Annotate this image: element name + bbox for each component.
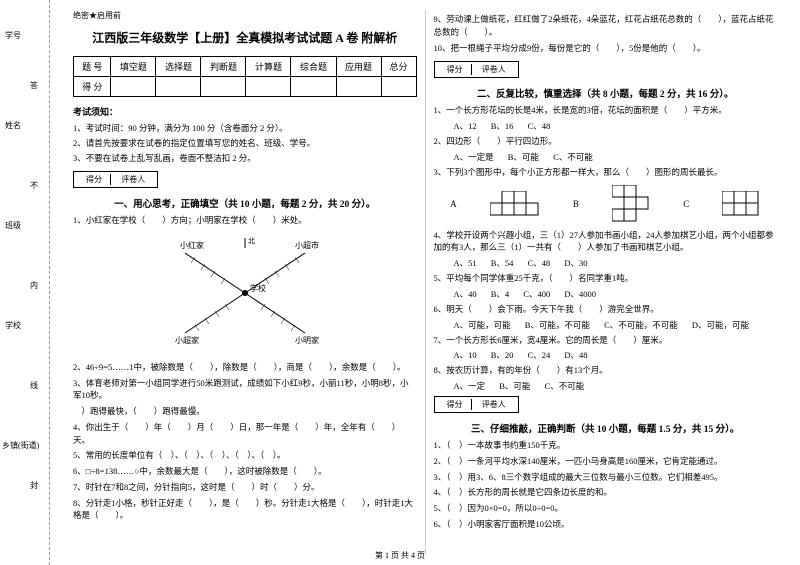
shape-options: A B C bbox=[434, 185, 778, 223]
instruction-item: 2、请首先按要求在试卷的指定位置填写您的姓名、班级、学号。 bbox=[73, 137, 417, 149]
bind-label: 姓名 bbox=[5, 120, 21, 131]
question: 2、46÷9=5……1中，被除数是（ ），除数是（ ），商是（ ），余数是（ ）… bbox=[73, 361, 417, 374]
seal-mark: 线 bbox=[30, 380, 38, 391]
question: 6、明天（ ）会下雨。今天下午我（ ）游完全世界。 bbox=[434, 303, 778, 316]
exam-title: 江西版三年级数学【上册】全真模拟考试试题 A 卷 附解析 bbox=[73, 29, 417, 46]
table-row: 得 分 bbox=[74, 77, 417, 97]
question: 3、体育老师对第一小组同学进行50米跑测试，成绩如下小红9秒，小丽11秒，小明8… bbox=[73, 377, 417, 403]
bind-label: 学号 bbox=[5, 30, 21, 41]
left-column: 绝密★启用前 江西版三年级数学【上册】全真模拟考试试题 A 卷 附解析 题 号 … bbox=[65, 10, 426, 555]
question: 7、时针在7和8之间，分针指向5，这时是（ ）时（ ）分。 bbox=[73, 481, 417, 494]
diagram-label: 小超市 bbox=[295, 240, 319, 250]
question: 7、一个长方形长6厘米，宽4厘米。它的周长是（ ）厘米。 bbox=[434, 334, 778, 347]
question: 6、□÷8=138……○中，余数最大是（ ），这时被除数是（ ）。 bbox=[73, 465, 417, 478]
grader-box: 得分 评卷人 bbox=[73, 171, 158, 188]
td bbox=[381, 77, 416, 97]
th: 应用题 bbox=[336, 57, 381, 77]
seal-mark: 内 bbox=[30, 280, 38, 291]
diagram-label: 学校 bbox=[250, 283, 266, 293]
question: 9、劳动课上做纸花，红红做了2朵纸花，4朵蓝花，红花占纸花总数的（ ），蓝花占纸… bbox=[434, 13, 778, 39]
shape-label: A bbox=[450, 199, 457, 209]
td bbox=[156, 77, 201, 97]
grader-box: 得分 评卷人 bbox=[434, 61, 519, 78]
question: 3、下列3个图形中，每个小正方形都一样大，那么（ ）图形的周长最长。 bbox=[434, 166, 778, 179]
secret-label: 绝密★启用前 bbox=[73, 10, 417, 21]
options: A、可能，可能 B、可能，不可能 C、不可能，不可能 D、可能，可能 bbox=[434, 319, 778, 331]
svg-text:北: 北 bbox=[248, 237, 255, 245]
th: 题 号 bbox=[74, 57, 111, 77]
right-column: 9、劳动课上做纸花，红红做了2朵纸花，4朵蓝花，红花占纸花总数的（ ），蓝花占纸… bbox=[426, 10, 786, 555]
page-footer: 第 1 页 共 4 页 bbox=[0, 550, 800, 561]
question: 5、平均每个同学体重25千克，（ ）名同学重1吨。 bbox=[434, 272, 778, 285]
options: A、12 B、16 C、48 bbox=[434, 120, 778, 132]
main-content: 绝密★启用前 江西版三年级数学【上册】全真模拟考试试题 A 卷 附解析 题 号 … bbox=[50, 0, 800, 565]
question: 5、（ ）因为0×0=0，所以0÷0=0。 bbox=[434, 502, 778, 515]
th: 总分 bbox=[381, 57, 416, 77]
seal-mark: 不 bbox=[30, 180, 38, 191]
question: 1、一个长方形花坛的长是4米，长是宽的3倍，花坛的面积是（ ）平方米。 bbox=[434, 104, 778, 117]
options: A、一定是 B、可能 C、不可能 bbox=[434, 151, 778, 163]
question: 8、按农历计算，有的年份（ ）有13个月。 bbox=[434, 364, 778, 377]
bind-label: 学校 bbox=[5, 320, 21, 331]
question: 3、（ ）用3、6、8三个数字组成的最大三位数与最小三位数。它们相差495。 bbox=[434, 471, 778, 484]
diagram-label: 小超家 bbox=[175, 335, 199, 345]
td: 得 分 bbox=[74, 77, 111, 97]
question: 6、（ ）小明家客厅面积是10公顷。 bbox=[434, 518, 778, 531]
question: 4、你出生于（ ）年（ ）月（ ）日，那一年是（ ）年，全年有（ ）天。 bbox=[73, 421, 417, 447]
table-row: 题 号 填空题 选择题 判断题 计算题 综合题 应用题 总分 bbox=[74, 57, 417, 77]
td bbox=[291, 77, 336, 97]
question: 5、常用的长度单位有（ ）、（ ）、（ ）、（ ）、（ ）。 bbox=[73, 449, 417, 462]
question: 2、四边形（ ）平行四边形。 bbox=[434, 135, 778, 148]
question: 4、学校开设两个兴趣小组，三（1）27人参加书画小组，24人参加棋艺小组，两个小… bbox=[434, 229, 778, 255]
section-2-title: 二、反复比较，慎重选择（共 8 小题，每题 2 分，共 16 分）。 bbox=[434, 86, 778, 100]
score-label: 得分 bbox=[78, 174, 111, 185]
instruction-item: 1、考试时间：90 分钟，满分为 100 分（含卷面分 2 分）。 bbox=[73, 122, 417, 134]
grader-label: 评卷人 bbox=[113, 174, 153, 185]
options: A、10 B、20 C、24 D、48 bbox=[434, 349, 778, 361]
th: 判断题 bbox=[201, 57, 246, 77]
score-label: 得分 bbox=[439, 64, 472, 75]
td bbox=[111, 77, 156, 97]
score-label: 得分 bbox=[439, 399, 472, 410]
instructions-head: 考试须知： bbox=[73, 105, 417, 118]
seal-mark: 答 bbox=[30, 80, 38, 91]
question: 2、（ ）一条河平均水深140厘米，一匹小马身高是160厘米，它肯定能通过。 bbox=[434, 455, 778, 468]
grader-label: 评卷人 bbox=[474, 64, 514, 75]
bind-label: 班级 bbox=[5, 220, 21, 231]
section-1-title: 一、用心思考，正确填空（共 10 小题，每题 2 分，共 20 分）。 bbox=[73, 196, 417, 210]
shape-c bbox=[722, 191, 760, 216]
th: 填空题 bbox=[111, 57, 156, 77]
td bbox=[336, 77, 381, 97]
question: 8、分针走1小格，秒针正好走（ ），是（ ）秒。分针走1大格是（ ），时针走1大… bbox=[73, 497, 417, 523]
shape-label: B bbox=[573, 199, 579, 209]
shape-label: C bbox=[683, 199, 689, 209]
td bbox=[201, 77, 246, 97]
question: ）跑得最快，（ ）跑得最慢。 bbox=[73, 405, 417, 418]
direction-diagram: 小红家 小超市 小超家 小明家 学校 北 bbox=[73, 233, 417, 355]
th: 综合题 bbox=[291, 57, 336, 77]
instruction-item: 3、不要在试卷上乱写乱画，卷面不整洁扣 2 分。 bbox=[73, 152, 417, 164]
binding-margin: 学号 姓名 班级 学校 乡镇(街道) 答 不 内 线 封 bbox=[0, 0, 50, 565]
options: A、一定 B、可能 C、不可能 bbox=[434, 380, 778, 392]
th: 选择题 bbox=[156, 57, 201, 77]
diagram-label: 小明家 bbox=[295, 335, 319, 345]
bind-label: 乡镇(街道) bbox=[2, 440, 39, 451]
score-table: 题 号 填空题 选择题 判断题 计算题 综合题 应用题 总分 得 分 bbox=[73, 56, 417, 97]
question: 1、小红家在学校（ ）方向；小明家在学校（ ）米处。 bbox=[73, 214, 417, 227]
td bbox=[246, 77, 291, 97]
grader-label: 评卷人 bbox=[474, 399, 514, 410]
th: 计算题 bbox=[246, 57, 291, 77]
question: 1、（ ）一本故事书约重150千克。 bbox=[434, 439, 778, 452]
shape-b bbox=[612, 185, 650, 223]
question: 4、（ ）长方形的周长就是它四条边长度的和。 bbox=[434, 486, 778, 499]
question: 10、把一根绳子平均分成9份，每份是它的（ ），5份是他的（ ）。 bbox=[434, 42, 778, 55]
diagram-label: 小红家 bbox=[180, 240, 204, 250]
options: A、40 B、4 C、400 D、4000 bbox=[434, 288, 778, 300]
section-3-title: 三、仔细推敲，正确判断（共 10 小题，每题 1.5 分，共 15 分）。 bbox=[434, 421, 778, 435]
shape-a bbox=[490, 191, 540, 216]
seal-mark: 封 bbox=[30, 480, 38, 491]
grader-box: 得分 评卷人 bbox=[434, 396, 519, 413]
options: A、51 B、54 C、48 D、30 bbox=[434, 257, 778, 269]
